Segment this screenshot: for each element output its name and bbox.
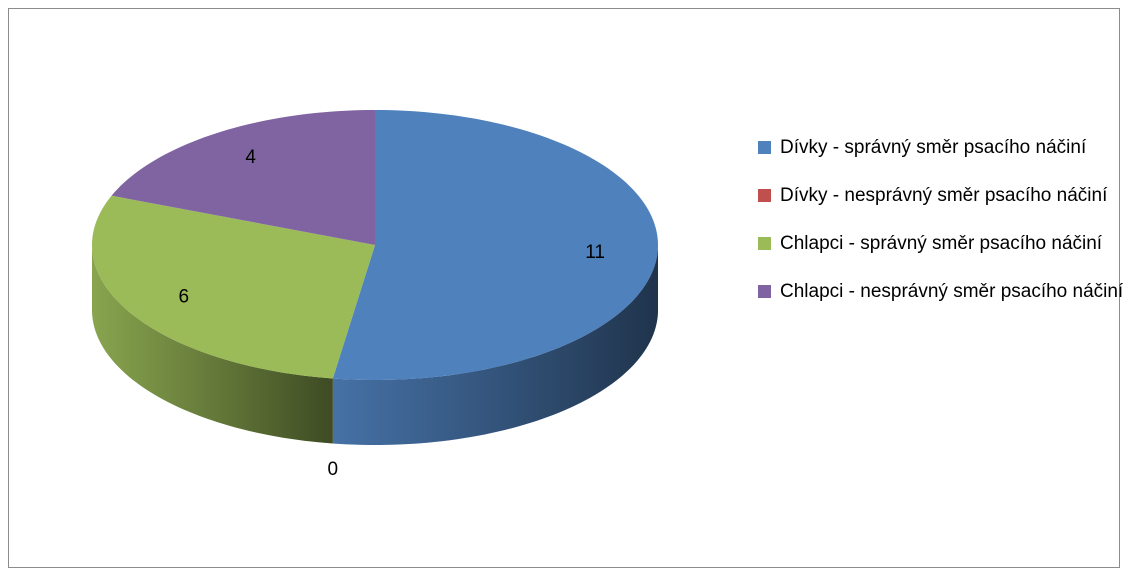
- pie-slice: [92, 195, 375, 379]
- data-label: 11: [585, 242, 605, 263]
- legend-label: Chlapci - správný směr psacího náčiní: [780, 233, 1103, 254]
- legend-swatch: [758, 285, 771, 298]
- legend-entry: Chlapci - nesprávný směr psacího náčiní: [758, 276, 1132, 308]
- chart: 11 0 6 4: [92, 110, 658, 480]
- legend-entry: Dívky - nesprávný směr psacího náčiní: [758, 180, 1132, 212]
- pie-side-shade: [332, 245, 658, 445]
- legend-label: Chlapci - nesprávný směr psacího náčiní: [780, 281, 1124, 302]
- legend-swatch: [758, 237, 771, 250]
- data-label: 0: [328, 459, 339, 480]
- legend-label: Dívky - nesprávný směr psacího náčiní: [780, 185, 1108, 206]
- legend-swatch: [758, 141, 771, 154]
- legend-swatch: [758, 189, 771, 202]
- pie-slice: [332, 110, 658, 380]
- legend-label: Dívky - správný směr psacího náčiní: [780, 137, 1087, 158]
- data-label: 6: [179, 287, 190, 308]
- pie-slice: [111, 110, 375, 245]
- pie-side-shade: [92, 245, 333, 444]
- page: {"chart_data": {"type": "pie", "categori…: [8, 8, 1132, 568]
- data-label: 4: [245, 147, 256, 168]
- pie-sides: [92, 245, 658, 445]
- legend-entry: Dívky - správný směr psacího náčiní: [758, 132, 1132, 164]
- legend: Dívky - správný směr psacího náčiní Dívky…: [758, 132, 1132, 324]
- legend-entry: Chlapci - správný směr psacího náčiní: [758, 228, 1132, 260]
